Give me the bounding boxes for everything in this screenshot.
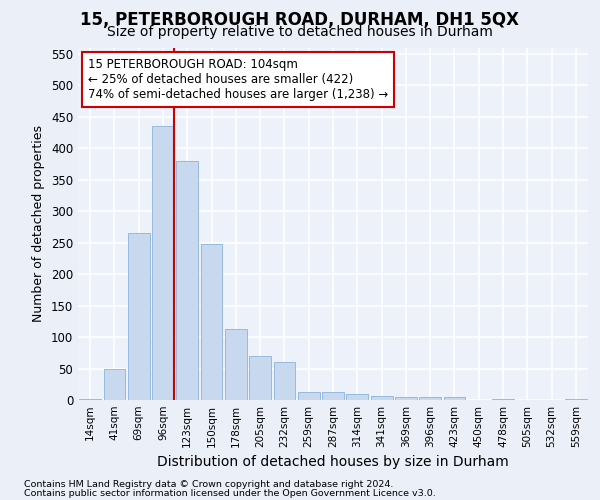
Y-axis label: Number of detached properties: Number of detached properties — [32, 125, 46, 322]
Text: 15, PETERBOROUGH ROAD, DURHAM, DH1 5QX: 15, PETERBOROUGH ROAD, DURHAM, DH1 5QX — [80, 11, 520, 29]
Bar — [104, 368, 125, 400]
Bar — [419, 397, 441, 400]
Bar — [274, 362, 295, 400]
Bar — [152, 126, 174, 400]
X-axis label: Distribution of detached houses by size in Durham: Distribution of detached houses by size … — [157, 456, 509, 469]
Bar — [565, 398, 587, 400]
Bar — [322, 392, 344, 400]
Bar — [443, 398, 466, 400]
Bar — [249, 356, 271, 400]
Bar — [200, 244, 223, 400]
Text: Contains public sector information licensed under the Open Government Licence v3: Contains public sector information licen… — [24, 490, 436, 498]
Text: Contains HM Land Registry data © Crown copyright and database right 2024.: Contains HM Land Registry data © Crown c… — [24, 480, 394, 489]
Bar — [298, 392, 320, 400]
Bar — [395, 397, 417, 400]
Bar — [176, 161, 198, 400]
Bar — [79, 398, 101, 400]
Bar — [346, 394, 368, 400]
Text: Size of property relative to detached houses in Durham: Size of property relative to detached ho… — [107, 25, 493, 39]
Bar — [225, 329, 247, 400]
Text: 15 PETERBOROUGH ROAD: 104sqm
← 25% of detached houses are smaller (422)
74% of s: 15 PETERBOROUGH ROAD: 104sqm ← 25% of de… — [88, 58, 388, 101]
Bar — [128, 233, 149, 400]
Bar — [371, 396, 392, 400]
